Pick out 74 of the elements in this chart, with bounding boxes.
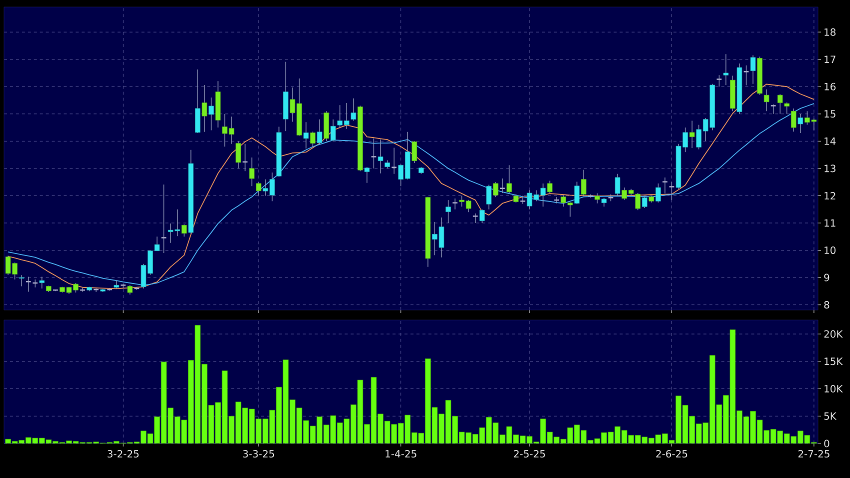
- candlestick: [784, 102, 790, 114]
- candlestick: [412, 140, 418, 164]
- candlestick: [798, 114, 804, 134]
- candlestick: [364, 166, 370, 184]
- candlestick: [18, 274, 24, 287]
- candlestick: [499, 178, 506, 194]
- x-tick-label: 2-7-25: [798, 450, 830, 458]
- candlestick: [39, 276, 45, 289]
- y-tick-label: 5K: [824, 412, 837, 420]
- candlestick: [770, 104, 776, 114]
- y-tick-label: 15K: [824, 358, 843, 366]
- candlestick: [390, 147, 398, 174]
- x-tick-label: 2-5-25: [514, 450, 545, 458]
- candlestick: [635, 192, 641, 211]
- candlestick: [202, 84, 208, 132]
- y-tick-label: 15: [824, 110, 836, 118]
- candlestick: [256, 182, 262, 196]
- candlestick: [642, 196, 648, 208]
- candlestick: [370, 138, 377, 169]
- candlestick: [506, 164, 512, 194]
- candlestick: [127, 284, 133, 295]
- candlestick: [723, 54, 729, 86]
- x-tick-label: 1-4-25: [386, 450, 416, 458]
- candlestick: [656, 183, 661, 203]
- candlestick: [668, 181, 675, 200]
- candlestick: [208, 97, 214, 131]
- candlestick: [547, 180, 552, 194]
- candlestick: [316, 119, 322, 144]
- candlestick: [743, 65, 750, 86]
- candlestick: [182, 224, 187, 237]
- candlestick: [479, 209, 485, 224]
- candlestick: [310, 131, 316, 147]
- candlestick: [236, 140, 241, 169]
- candlestick: [114, 280, 120, 289]
- x-tick-label: 2-6-25: [656, 450, 688, 458]
- candlestick: [330, 119, 336, 142]
- y-tick-label: 12: [824, 192, 836, 200]
- candlestick: [452, 198, 458, 210]
- candlestick: [614, 174, 620, 196]
- candlestick: [716, 74, 722, 87]
- y-tick-label: 14: [824, 138, 836, 145]
- candlestick: [249, 157, 254, 187]
- y-tick-label: 16: [824, 82, 836, 90]
- candlestick: [303, 122, 309, 149]
- candlestick: [750, 54, 756, 84]
- y-tick-label: 0: [824, 440, 830, 448]
- candlestick: [195, 69, 200, 134]
- candlestick: [581, 169, 586, 196]
- y-tick-label: 10K: [824, 384, 843, 393]
- candlestick: [689, 120, 695, 148]
- y-tick-label: 8: [824, 301, 830, 309]
- x-tick-label: 3-2-25: [108, 450, 139, 458]
- candlestick: [662, 177, 668, 194]
- y-tick-label: 20K: [824, 330, 843, 338]
- candlestick: [160, 184, 167, 254]
- candlestick: [472, 213, 478, 224]
- y-tick-label: 17: [824, 56, 836, 63]
- candlestick: [790, 108, 796, 132]
- candlestick: [493, 182, 498, 198]
- y-tick-label: 18: [824, 28, 836, 36]
- candlestick: [486, 184, 492, 210]
- candlestick: [378, 139, 384, 174]
- candlestick: [25, 276, 32, 292]
- candlestick: [350, 98, 356, 122]
- candlestick: [594, 192, 600, 204]
- y-tick-label: 11: [824, 219, 836, 227]
- y-tick-label: 10: [824, 246, 836, 254]
- candlestick: [574, 181, 580, 204]
- y-tick-label: 9: [824, 274, 830, 282]
- candlestick: [777, 94, 783, 114]
- x-tick-label: 3-3-25: [243, 450, 274, 458]
- candlestick: [446, 200, 451, 224]
- y-tick-label: 13: [824, 164, 836, 172]
- candlestick: [764, 89, 770, 112]
